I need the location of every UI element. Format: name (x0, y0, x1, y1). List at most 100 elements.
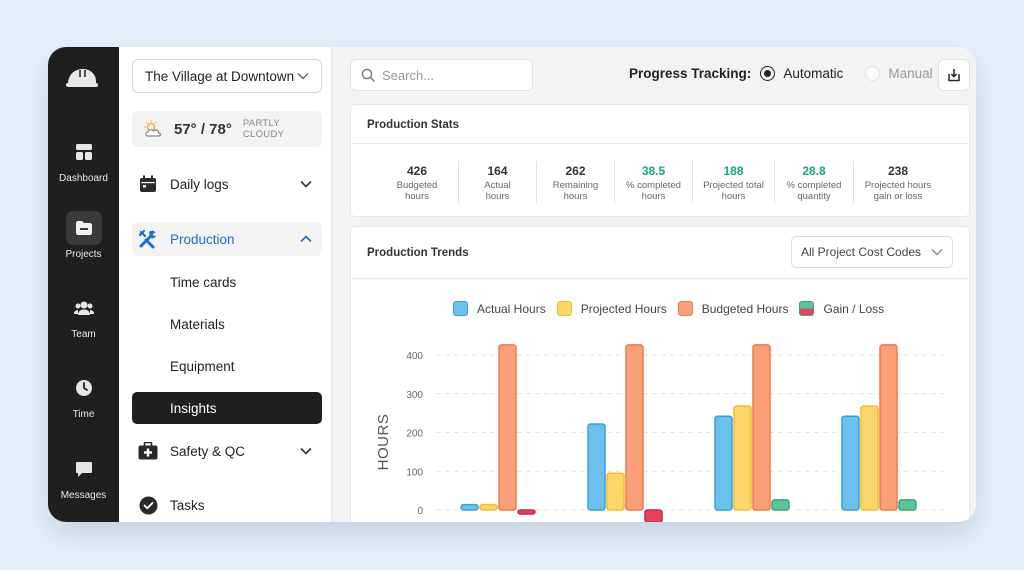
radio-label: Manual (888, 66, 933, 81)
nav-item-production[interactable]: Production (132, 222, 322, 256)
rail-item-time[interactable]: Time (48, 371, 119, 420)
sub-item-equipment[interactable]: Equipment (170, 358, 235, 374)
card-divider (351, 278, 969, 279)
stat-value: 426 (406, 164, 428, 178)
rail-item-messages[interactable]: Messages (48, 452, 119, 501)
bar-gain-loss (644, 509, 663, 522)
nav-item-safety-qc[interactable]: Safety & QC (132, 434, 322, 468)
stat-actual-hours: 164 Actual hours (459, 161, 537, 203)
stat-value: 262 (565, 164, 586, 178)
stat-percent-completed-quantity: 28.8 % completed quantity (775, 161, 854, 203)
nav-item-label: Production (170, 231, 235, 247)
stat-label: Remaining hours (552, 180, 599, 202)
y-tick-label: 300 (406, 390, 423, 401)
bar-projected-hours (606, 472, 625, 511)
tools-icon (138, 229, 158, 249)
production-trends-chart: 0 100 200 300 400 HOURS (375, 344, 944, 522)
stat-label: Budgeted hours (396, 180, 438, 202)
rail-item-team[interactable]: Team (48, 291, 119, 340)
rail-item-projects[interactable]: Projects (48, 211, 119, 260)
legend-swatch (453, 301, 468, 316)
bar-budgeted-hours (879, 344, 898, 511)
legend-label: Gain / Loss (823, 301, 885, 316)
chevron-up-icon (300, 235, 312, 243)
calendar-icon (138, 174, 158, 194)
stat-label: % completed quantity (786, 180, 842, 202)
nav-item-label: Safety & QC (170, 443, 246, 459)
stat-label: % completed hours (626, 180, 681, 202)
legend-item-actual-hours[interactable]: Actual Hours (453, 301, 546, 316)
bar-gain-loss (517, 509, 536, 515)
y-tick-label: 400 (406, 351, 423, 362)
nav-item-daily-logs[interactable]: Daily logs (132, 167, 322, 201)
nav-item-label: Daily logs (170, 176, 229, 192)
production-stats-card: Production Stats 426 Budgeted hours 164 … (350, 104, 970, 217)
radio-automatic[interactable]: Automatic (760, 66, 843, 81)
card-title: Production Stats (351, 105, 969, 144)
legend-swatch (556, 301, 572, 316)
stat-label: Projected hours gain or loss (864, 180, 932, 202)
chevron-down-icon (297, 73, 309, 80)
search-input[interactable] (382, 67, 522, 83)
legend-label: Projected Hours (580, 301, 667, 316)
chevron-down-icon (300, 447, 312, 455)
folder-icon (65, 211, 102, 245)
cost-code-value: All Project Cost Codes (801, 245, 922, 259)
y-tick-label: 100 (406, 467, 423, 478)
legend-swatch (799, 301, 815, 316)
app-window: Dashboard Projects Team Time Messages (48, 47, 976, 522)
progress-tracking: Progress Tracking: Automatic Manual (629, 66, 933, 81)
rail-label: Messages (60, 490, 107, 501)
bar-budgeted-hours (498, 344, 517, 511)
bar-actual-hours (460, 503, 479, 511)
y-tick-label: 0 (417, 506, 423, 517)
legend-item-budgeted-hours[interactable]: Budgeted Hours (677, 301, 788, 316)
stat-value: 38.5 (641, 164, 666, 178)
y-tick-label: 200 (406, 429, 423, 440)
legend-swatch (677, 301, 693, 316)
sub-item-time-cards[interactable]: Time cards (170, 274, 237, 290)
radio-label: Automatic (783, 66, 844, 81)
sub-item-materials[interactable]: Materials (170, 316, 225, 332)
sub-item-insights[interactable]: Insights (132, 392, 322, 424)
rail-label: Team (71, 329, 96, 340)
bar-budgeted-hours (625, 344, 644, 511)
radio-manual[interactable]: Manual (865, 66, 933, 81)
bar-gain-loss (771, 499, 790, 511)
stat-label: Actual hours (484, 180, 511, 202)
search-icon (361, 68, 375, 82)
partly-cloudy-icon (144, 120, 161, 137)
rail-item-dashboard[interactable]: Dashboard (48, 135, 119, 184)
main-content: Progress Tracking: Automatic Manual Prod… (332, 47, 976, 522)
first-aid-icon (138, 441, 158, 461)
bar-actual-hours (587, 423, 606, 511)
stats-row: 426 Budgeted hours 164 Actual hours 262 … (376, 161, 942, 203)
legend-item-gain-loss[interactable]: Gain / Loss (799, 301, 884, 316)
bar-actual-hours (714, 415, 733, 511)
download-icon (948, 69, 960, 82)
team-icon (66, 291, 102, 325)
project-name: The Village at Downtown (145, 68, 295, 84)
project-select[interactable]: The Village at Downtown (132, 59, 322, 93)
hardhat-logo-icon (66, 69, 98, 87)
cost-code-select[interactable]: All Project Cost Codes (791, 236, 953, 268)
stat-projected-gain-loss: 238 Projected hours gain or loss (854, 161, 942, 203)
weather-condition: PARTLY CLOUDY (242, 118, 285, 140)
chevron-down-icon (931, 249, 943, 256)
stat-value: 164 (487, 164, 508, 178)
weather-widget: 57° / 78° PARTLY CLOUDY (132, 111, 322, 147)
y-axis-label: HOURS (375, 414, 392, 471)
stat-value: 28.8 (802, 164, 826, 178)
production-trends-card: Production Trends All Project Cost Codes… (350, 226, 970, 522)
export-button[interactable] (938, 59, 970, 91)
progress-tracking-label: Progress Tracking: (629, 66, 752, 81)
chat-icon (66, 452, 102, 486)
nav-item-tasks[interactable]: Tasks (132, 488, 322, 522)
bar-projected-hours (733, 405, 752, 511)
search-box[interactable] (350, 59, 533, 91)
stat-label: Projected total hours (703, 180, 764, 202)
legend-item-projected-hours[interactable]: Projected Hours (556, 301, 667, 316)
stat-percent-completed-hours: 38.5 % completed hours (615, 161, 693, 203)
bar-projected-hours (479, 503, 498, 511)
radio-unchecked-icon (865, 66, 881, 81)
